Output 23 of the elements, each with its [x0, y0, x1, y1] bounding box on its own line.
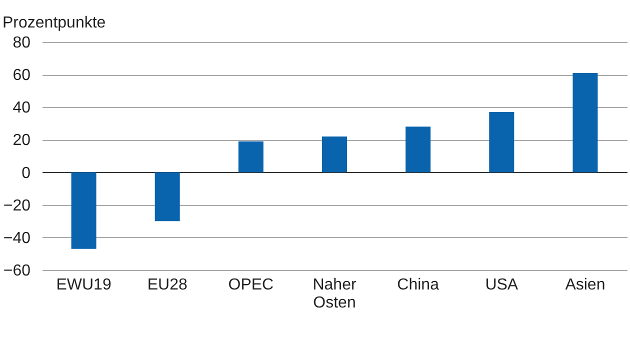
y-tick-label: −40 — [3, 230, 31, 247]
bar — [322, 136, 347, 172]
bar — [572, 72, 598, 172]
y-tick-label: −60 — [3, 262, 31, 280]
y-tick-label: 20 — [12, 132, 31, 150]
bar — [154, 172, 180, 222]
y-axis-title: Prozentpunkte — [2, 14, 106, 32]
y-tick-label: 80 — [12, 34, 31, 52]
x-tick-label: USA — [485, 276, 518, 294]
x-tick-label: China — [397, 276, 440, 294]
bar — [406, 126, 431, 172]
x-tick-label: OPEC — [228, 276, 274, 294]
x-tick-label: EU28 — [147, 276, 188, 294]
y-tick-label: 40 — [12, 100, 31, 117]
y-tick-label: −20 — [3, 197, 31, 214]
bar — [71, 172, 96, 249]
y-tick-label: 0 — [22, 164, 31, 182]
y-tick-label: 60 — [12, 67, 31, 84]
x-tick-label: EWU19 — [56, 276, 112, 294]
x-tick-label: Asien — [565, 276, 606, 294]
bar — [489, 112, 514, 172]
x-tick-label: Naher Osten — [312, 276, 357, 312]
bar — [238, 141, 264, 172]
